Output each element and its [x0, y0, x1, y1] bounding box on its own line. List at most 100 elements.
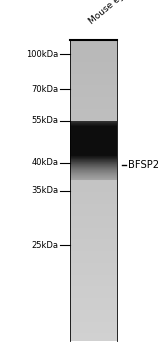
Bar [70, 242, 117, 243]
Bar [70, 268, 117, 269]
Bar [70, 229, 117, 230]
Bar [70, 181, 117, 182]
Bar [70, 193, 117, 194]
Bar [70, 61, 117, 62]
Bar [70, 152, 117, 153]
Bar [70, 62, 117, 63]
Bar [70, 173, 117, 174]
Bar [70, 126, 117, 127]
Bar [70, 174, 117, 175]
Bar [70, 285, 117, 286]
Text: Mouse eye: Mouse eye [87, 0, 131, 26]
Bar [70, 300, 117, 301]
Bar [70, 160, 117, 161]
Bar [70, 202, 117, 203]
Bar [70, 173, 117, 174]
Bar [70, 225, 117, 226]
Text: 25kDa: 25kDa [31, 240, 58, 250]
Bar [70, 138, 117, 140]
Bar [70, 158, 117, 159]
Bar [70, 170, 117, 171]
Bar [70, 121, 117, 122]
Bar [70, 308, 117, 309]
Bar [70, 156, 117, 157]
Bar [70, 73, 117, 74]
Bar [70, 83, 117, 84]
Bar [70, 127, 117, 128]
Bar [70, 77, 117, 78]
Bar [70, 323, 117, 324]
Bar [70, 205, 117, 206]
Bar [70, 145, 117, 146]
Bar [70, 120, 117, 121]
Bar [70, 171, 117, 172]
Bar [70, 232, 117, 233]
Bar [70, 170, 117, 172]
Bar [70, 172, 117, 173]
Bar [70, 156, 117, 157]
Bar [70, 292, 117, 293]
Bar [70, 174, 117, 175]
Bar [70, 54, 117, 55]
Bar [70, 154, 117, 156]
Bar [70, 226, 117, 227]
Bar [70, 180, 117, 181]
Bar [70, 121, 117, 122]
Bar [70, 164, 117, 165]
Bar [70, 256, 117, 257]
Bar [70, 139, 117, 141]
Bar [70, 131, 117, 132]
Bar [70, 335, 117, 336]
Bar [70, 247, 117, 248]
Bar [70, 233, 117, 234]
Bar [70, 84, 117, 85]
Bar [70, 161, 117, 163]
Bar [70, 159, 117, 160]
Bar [70, 209, 117, 210]
Bar [70, 204, 117, 205]
Bar [70, 133, 117, 134]
Bar [70, 197, 117, 198]
Bar [70, 290, 117, 291]
Bar [70, 111, 117, 112]
Bar [70, 67, 117, 68]
Bar [70, 313, 117, 314]
Bar [70, 135, 117, 137]
Bar [70, 220, 117, 221]
Bar [70, 65, 117, 66]
Bar [70, 261, 117, 262]
Bar [70, 129, 117, 130]
Bar [70, 252, 117, 253]
Bar [70, 146, 117, 147]
Bar [70, 124, 117, 126]
Bar [70, 230, 117, 231]
Bar [70, 150, 117, 151]
Bar [70, 297, 117, 298]
Bar [70, 123, 117, 124]
Bar [70, 128, 117, 130]
Bar [70, 277, 117, 278]
Bar [70, 44, 117, 45]
Bar [70, 280, 117, 281]
Bar [70, 131, 117, 133]
Bar [70, 267, 117, 268]
Bar [70, 275, 117, 276]
Bar [70, 66, 117, 67]
Bar [70, 137, 117, 138]
Bar [70, 306, 117, 307]
Bar [70, 70, 117, 71]
Bar [70, 90, 117, 91]
Bar [70, 265, 117, 266]
Bar [70, 86, 117, 88]
Bar [70, 309, 117, 310]
Bar [70, 288, 117, 289]
Bar [70, 259, 117, 260]
Bar [70, 132, 117, 133]
Bar [70, 96, 117, 97]
Bar [70, 157, 117, 158]
Bar [70, 125, 117, 126]
Bar [70, 125, 117, 127]
Bar [70, 213, 117, 214]
Bar [70, 154, 117, 155]
Bar [70, 130, 117, 131]
